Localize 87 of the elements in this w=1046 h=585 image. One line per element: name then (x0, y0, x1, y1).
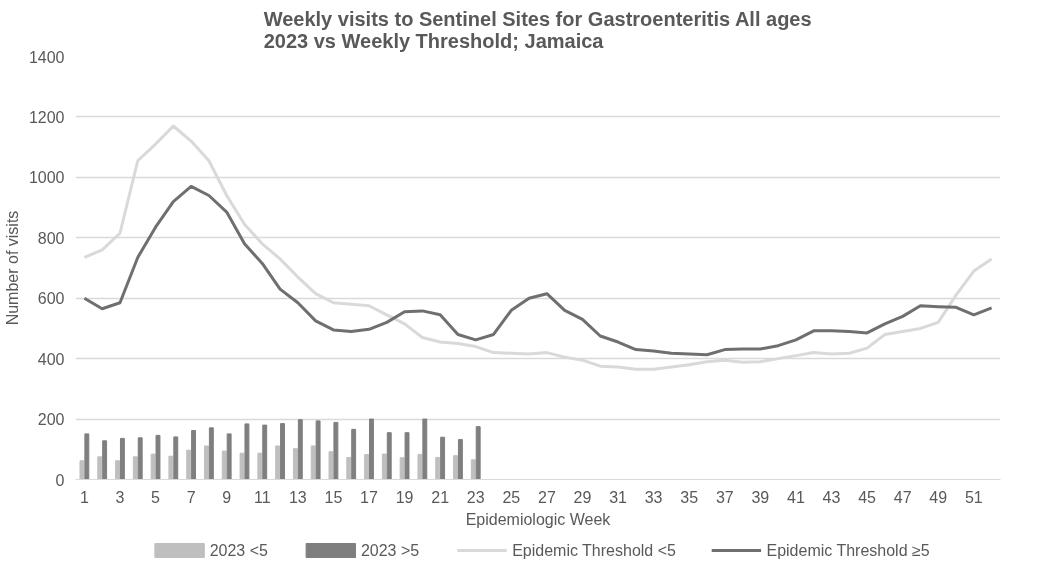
x-tick-label: 33 (644, 488, 663, 506)
x-tick-label: 5 (151, 488, 161, 506)
bar (84, 433, 90, 480)
bar (132, 456, 138, 480)
x-tick-label: 29 (573, 488, 592, 506)
bar (115, 460, 120, 480)
x-tick-label: 21 (431, 488, 450, 506)
y-axis-title: Number of visits (3, 210, 21, 326)
bar (97, 456, 103, 480)
bar (150, 453, 156, 480)
bar (155, 434, 161, 480)
x-tick-label: 17 (360, 488, 379, 506)
legend-label: Epidemic Threshold ≥5 (766, 542, 930, 559)
bar (404, 432, 410, 480)
bar (173, 436, 179, 480)
bar (364, 453, 370, 480)
bar (275, 445, 281, 480)
bar (119, 437, 125, 480)
x-axis-title: Epidemiologic Week (465, 510, 612, 528)
bar (221, 450, 227, 480)
x-tick-label: 7 (186, 488, 196, 506)
bar (315, 420, 321, 480)
bar (453, 455, 458, 480)
y-tick-label: 1400 (28, 48, 65, 66)
legend-label: 2023 >5 (360, 542, 420, 559)
bar (386, 432, 392, 480)
x-tick-label: 1 (79, 488, 89, 506)
x-tick-label: 15 (324, 488, 343, 506)
y-tick-label: 200 (37, 411, 65, 429)
line-series (82, 184, 994, 357)
y-tick-label: 0 (55, 471, 65, 489)
x-tick-label: 25 (502, 488, 521, 506)
bar (333, 421, 339, 480)
line-series (82, 124, 994, 371)
x-tick-label: 35 (680, 488, 699, 506)
x-tick-label: 45 (858, 488, 877, 506)
legend-label: 2023 <5 (209, 542, 269, 559)
x-tick-label: 11 (253, 488, 271, 506)
bar (208, 427, 214, 480)
x-tick-label: 43 (822, 488, 841, 506)
bar (79, 460, 85, 480)
x-tick-label: 39 (751, 488, 770, 506)
bar (244, 423, 250, 480)
bar (292, 448, 298, 480)
bar (297, 419, 303, 480)
bar (475, 426, 481, 480)
x-tick-label: 9 (222, 488, 232, 506)
bar (346, 456, 352, 480)
x-tick-label: 47 (893, 488, 912, 506)
bar (257, 452, 263, 480)
bar (191, 430, 197, 480)
bar (351, 428, 357, 480)
bar (440, 436, 446, 480)
bar (239, 452, 245, 480)
y-tick-label: 1200 (28, 108, 65, 126)
y-tick-label: 1000 (28, 169, 65, 187)
legend-label: Epidemic Threshold <5 (512, 542, 677, 559)
bar (381, 453, 387, 480)
bar (137, 437, 143, 480)
y-tick-label: 600 (37, 290, 65, 308)
x-tick-label: 23 (466, 488, 485, 506)
bar (369, 418, 374, 480)
x-tick-label: 19 (395, 488, 414, 506)
bar (328, 451, 334, 480)
x-tick-label: 27 (538, 488, 556, 506)
bar (422, 418, 428, 480)
bar (457, 439, 463, 480)
x-tick-label: 49 (929, 488, 948, 506)
bar (204, 445, 209, 480)
x-tick-label: 51 (964, 488, 983, 506)
bar (417, 453, 423, 480)
chart-title: Weekly visits to Sentinel Sites for Gastroenteritis All ages 2023 vs Weekly Threshold; Jamaica (263, 7, 812, 52)
bar (470, 459, 476, 480)
bar (168, 455, 174, 480)
x-tick-label: 3 (115, 488, 125, 506)
bar (435, 456, 441, 480)
x-tick-label: 31 (609, 488, 628, 506)
x-tick-label: 41 (787, 488, 805, 506)
bar (280, 423, 285, 480)
bar (186, 449, 192, 480)
y-tick-label: 400 (37, 350, 65, 368)
bar (102, 440, 108, 480)
bar (226, 433, 232, 480)
y-tick-label: 800 (37, 229, 65, 247)
x-tick-label: 13 (288, 488, 307, 506)
x-tick-label: 37 (715, 488, 734, 506)
bar (262, 424, 268, 480)
